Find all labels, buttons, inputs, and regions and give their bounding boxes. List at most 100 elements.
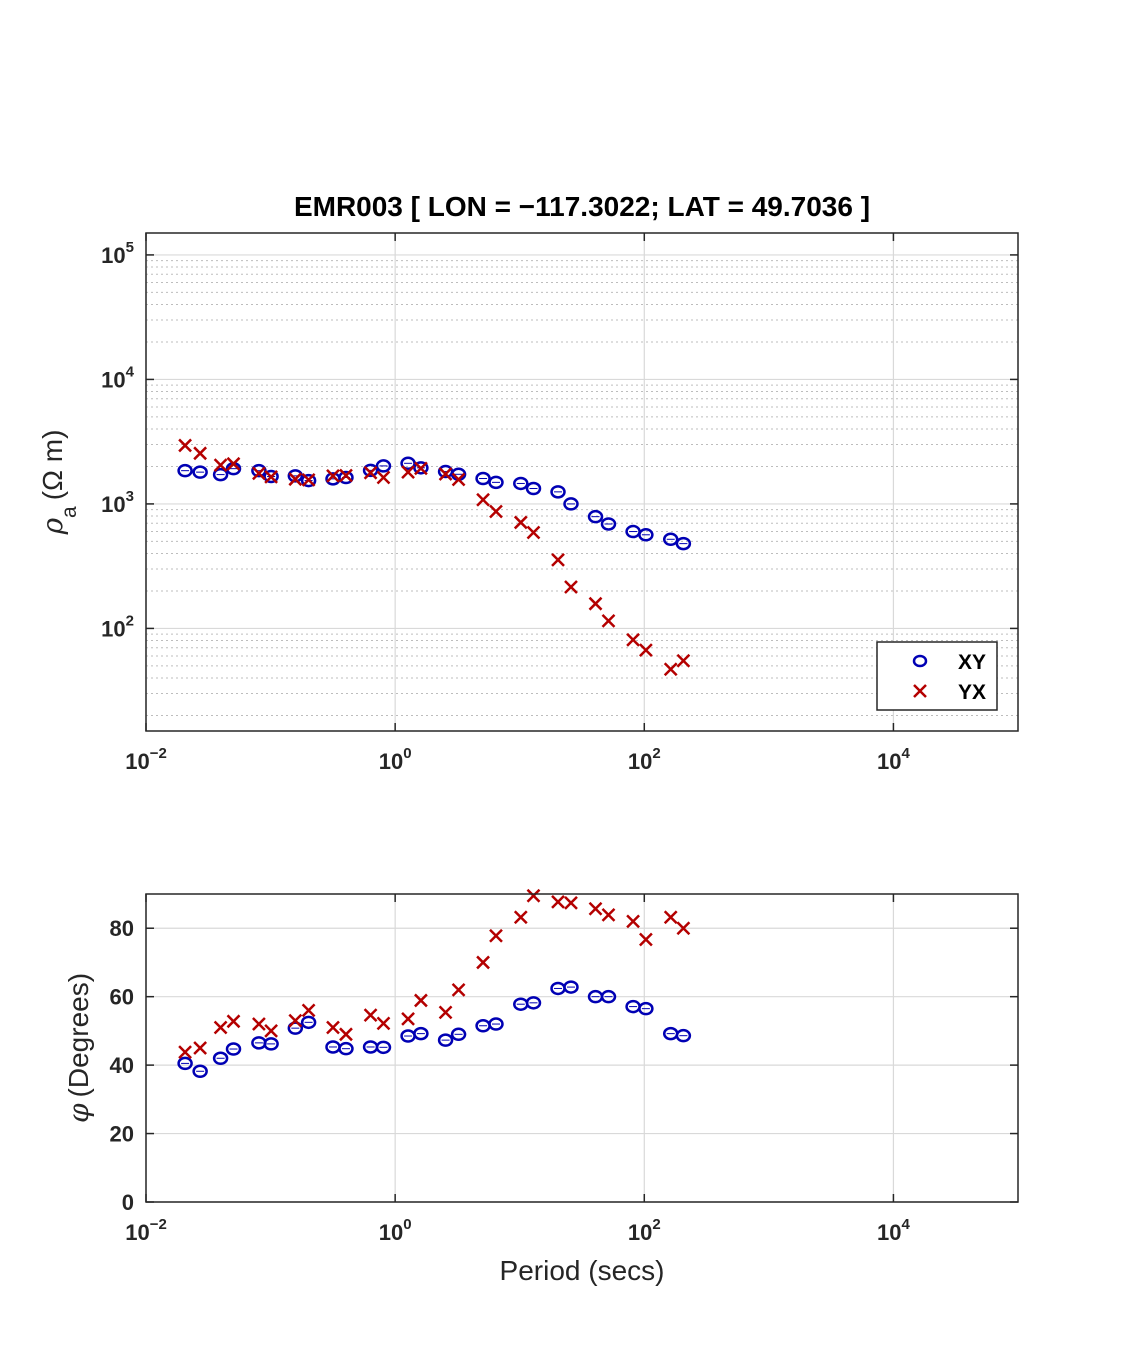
phase-yx-point (301, 1003, 316, 1018)
phase-plot: 0 20 40 60 80 10−2 100 102 104 φ (Degrees) Period… (62, 888, 1019, 1286)
legend-xy-label: XY (958, 651, 986, 674)
resistivity-y-axis-label: ρa (Ω m) (36, 430, 81, 536)
phase-y-tick-label: 0 (122, 1190, 134, 1215)
phase-xy-point (192, 1064, 208, 1079)
phase-yx-point (476, 955, 490, 970)
phase-xy-point (675, 1028, 692, 1043)
resistivity-xy-point (525, 481, 542, 496)
resistivity-y-tick-label: 102 (101, 612, 134, 641)
resistivity-yx-point (301, 472, 316, 487)
phase-plot-background (146, 894, 1018, 1202)
resistivity-yx-point (264, 469, 278, 484)
rho-subscript: a (58, 506, 81, 518)
resistivity-xy-point (177, 463, 193, 478)
phase-x-tick-label: 100 (379, 1216, 412, 1245)
phase-yx-point (526, 888, 541, 903)
resistivity-x-tick-label: 102 (628, 745, 661, 774)
resistivity-yx-point (288, 472, 303, 487)
phase-yx-point (264, 1024, 278, 1038)
resistivity-y-tick-label: 104 (101, 363, 134, 392)
phase-yx-point (288, 1013, 303, 1028)
phase-x-tick-label: 102 (628, 1216, 661, 1245)
phase-xy-point (437, 1033, 454, 1047)
phase-xy-point (563, 980, 579, 994)
resistivity-yx-point (193, 446, 208, 461)
phase-y-tick-label: 20 (110, 1122, 134, 1147)
phase-yx-point (252, 1017, 266, 1031)
resistivity-marks (177, 438, 692, 677)
phase-yx-point (639, 932, 653, 947)
resistivity-yx-point (438, 467, 453, 481)
phase-yx-point (213, 1020, 228, 1035)
resistivity-y-tick-label: 103 (101, 488, 134, 517)
phase-xy-point (300, 1015, 317, 1030)
phase-yx-point (676, 921, 691, 936)
resistivity-x-tick-label: 104 (877, 745, 910, 774)
resistivity-xy-point (338, 470, 354, 485)
resistivity-yx-point (489, 504, 503, 519)
resistivity-axes-box (145, 232, 1019, 732)
resistivity-xy-point (375, 459, 392, 473)
resistivity-xy-point (413, 461, 429, 475)
phase-yx-point (438, 1005, 453, 1020)
resistivity-yx-point (526, 525, 541, 540)
resistivity-xy-point (263, 469, 279, 484)
resistivity-yx-point (476, 492, 490, 507)
phase-axes-box (145, 893, 1019, 1203)
resistivity-yx-point (339, 468, 353, 483)
phase-yx-point (626, 914, 640, 929)
legend-xy-marker (912, 654, 928, 668)
resistivity-yx-point (414, 461, 428, 476)
phase-xy-point (450, 1027, 467, 1042)
resistivity-xy-point (638, 528, 654, 542)
phase-yx-point (551, 894, 565, 909)
phase-yx-point (339, 1027, 353, 1042)
resistivity-ticks: 102 103 104 105 10−2 100 102 104 (101, 233, 1018, 774)
phase-yx-point (414, 993, 428, 1008)
resistivity-x-tick-label: 100 (379, 745, 412, 774)
resistivity-units: (Ω m) (37, 430, 68, 501)
resistivity-xy-point (192, 465, 208, 479)
phase-xy-point (638, 1001, 654, 1016)
phase-yx-point (401, 1012, 415, 1026)
phase-yx-point (451, 982, 466, 997)
phase-xy-point (338, 1041, 354, 1056)
resistivity-yx-point (451, 472, 466, 487)
resistivity-yx-point (326, 468, 340, 483)
phase-xy-point (177, 1056, 193, 1071)
chart-title: EMR003 [ LON = −117.3022; LAT = 49.7036 … (294, 191, 870, 222)
resistivity-xy-point (563, 497, 579, 511)
phase-x-tick-label: 104 (877, 1216, 910, 1245)
resistivity-xy-point (587, 509, 604, 524)
resistivity-yx-point (363, 465, 378, 480)
phase-yx-point (588, 901, 603, 916)
resistivity-xy-point (550, 485, 566, 499)
phi-symbol: φ (62, 1103, 95, 1123)
phase-y-tick-label: 40 (110, 1053, 134, 1078)
resistivity-yx-point (376, 470, 391, 485)
phase-units: (Degrees) (63, 973, 94, 1097)
legend-box (876, 641, 998, 711)
resistivity-yx-point (663, 662, 678, 677)
resistivity-grid (145, 233, 1018, 731)
phase-yx-point (193, 1041, 208, 1055)
resistivity-yx-point (226, 456, 241, 471)
resistivity-yx-point (564, 580, 578, 594)
legend: XY YX (876, 641, 998, 711)
phase-y-tick-label: 60 (110, 985, 134, 1010)
phase-y-axis-label: φ (Degrees) (62, 973, 95, 1123)
phase-xy-point (525, 996, 542, 1010)
rho-symbol: ρ (36, 517, 69, 535)
phase-y-tick-label: 80 (110, 916, 134, 941)
resistivity-yx-point (513, 515, 528, 530)
phase-yx-point (326, 1020, 340, 1035)
phase-marks (177, 888, 692, 1079)
phase-xy-point (488, 1017, 504, 1031)
resistivity-plot: EMR003 [ LON = −117.3022; LAT = 49.7036 … (36, 191, 1019, 774)
phase-yx-point (601, 907, 616, 922)
phase-xy-point (600, 989, 617, 1004)
resistivity-xy-point (675, 536, 692, 551)
legend-yx-marker (913, 684, 927, 698)
resistivity-yx-point (588, 596, 603, 611)
phase-xy-point (225, 1042, 242, 1056)
